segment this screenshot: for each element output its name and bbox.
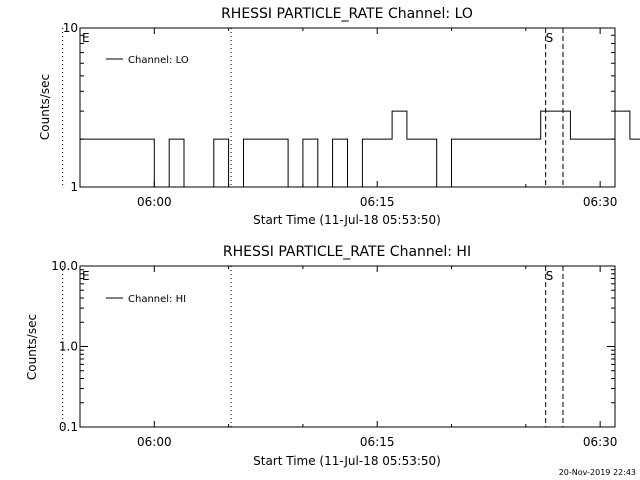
series-line-lo-0 [80, 110, 640, 188]
event-marker-label-lo-0: E [82, 31, 90, 45]
x-tick-label-lo-1: 06:15 [360, 195, 395, 209]
x-axis-label-hi: Start Time (11-Jul-18 05:53:50) [253, 454, 441, 468]
chart-title-lo: RHESSI PARTICLE_RATE Channel: LO [221, 6, 473, 22]
y-axis-label-lo: Counts/sec [38, 74, 52, 140]
x-tick-label-hi-1: 06:15 [360, 435, 395, 449]
y-tick-label-hi-2: 10.0 [51, 259, 78, 273]
plot-area-lo: ESE06:0006:1506:3006:4507:0007:1507:3011… [62, 21, 640, 209]
event-marker-label-hi-0: E [82, 269, 90, 283]
y-tick-label-lo-1: 10 [63, 21, 78, 35]
event-marker-label-hi-2: S [546, 269, 554, 283]
x-tick-label-lo-2: 06:30 [583, 195, 618, 209]
x-tick-label-hi-2: 06:30 [583, 435, 618, 449]
y-tick-label-hi-0: 0.1 [59, 420, 78, 434]
panel-lo: RHESSI PARTICLE_RATE Channel: LO ESE06:0… [38, 6, 640, 227]
legend-entry-lo: Channel: LO [128, 55, 189, 66]
y-tick-label-hi-1: 1.0 [59, 340, 78, 354]
axes-frame-lo [79, 27, 616, 188]
x-axis-label-lo: Start Time (11-Jul-18 05:53:50) [253, 213, 441, 227]
axes-frame-hi [79, 265, 616, 428]
footer-timestamp: 20-Nov-2019 22:43 [559, 468, 636, 477]
y-tick-label-lo-0: 1 [70, 180, 78, 194]
event-marker-label-lo-2: S [546, 31, 554, 45]
x-tick-label-hi-0: 06:00 [137, 435, 172, 449]
chart-title-hi: RHESSI PARTICLE_RATE Channel: HI [223, 244, 471, 260]
y-axis-label-hi: Counts/sec [25, 314, 39, 380]
legend-entry-hi: Channel: HI [128, 294, 186, 305]
panel-hi: RHESSI PARTICLE_RATE Channel: HI ESE06:0… [25, 244, 618, 468]
plot-area-hi: ESE06:0006:1506:3006:4507:0007:1507:300.… [51, 259, 618, 449]
x-tick-label-lo-0: 06:00 [137, 195, 172, 209]
